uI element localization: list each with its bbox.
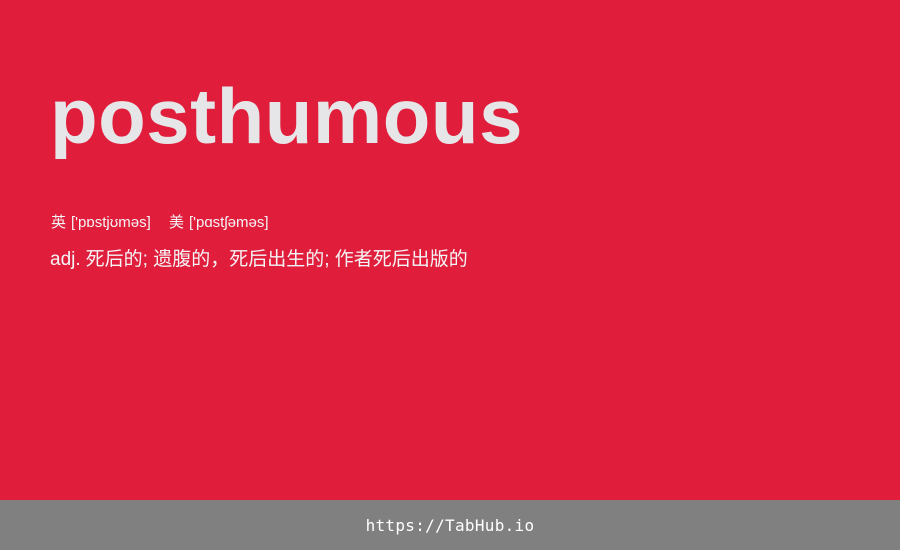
pronunciation-us: 美 ['pɑstʃəməs] — [169, 212, 269, 234]
footer-bar: https://TabHub.io — [0, 500, 900, 550]
pronunciation-uk-label: 英 — [51, 214, 67, 231]
word-card: posthumous 英 ['pɒstjʊməs] 美 ['pɑstʃəməs] a… — [50, 72, 523, 274]
definition-text: 死后的; 遗腹的，死后出生的; 作者死后出版的 — [85, 249, 468, 270]
pronunciation-row: 英 ['pɒstjʊməs] 美 ['pɑstʃəməs] — [51, 212, 269, 234]
definition: adj. 死后的; 遗腹的，死后出生的; 作者死后出版的 — [50, 246, 468, 274]
pronunciation-us-label: 美 — [168, 214, 184, 231]
tabhub-link[interactable]: https://TabHub.io — [365, 515, 535, 535]
pronunciation-uk-ipa: ['pɒstjʊməs] — [71, 214, 151, 231]
part-of-speech: adj. — [50, 249, 81, 270]
headword: posthumous — [50, 72, 523, 160]
pronunciation-us-ipa: ['pɑstʃəməs] — [188, 214, 269, 231]
pronunciation-uk: 英 ['pɒstjʊməs] — [51, 212, 151, 234]
